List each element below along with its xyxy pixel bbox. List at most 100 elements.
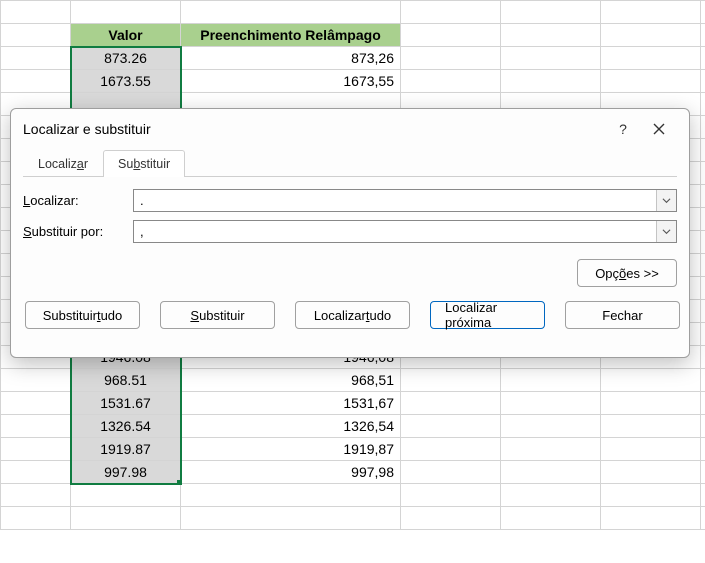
cell[interactable]: [601, 1, 701, 24]
valor-cell[interactable]: 873.26: [71, 47, 181, 70]
options-button[interactable]: Opções >>: [577, 259, 677, 287]
cell[interactable]: [401, 484, 501, 507]
preench-cell[interactable]: 1919,87: [181, 438, 401, 461]
cell[interactable]: [71, 484, 181, 507]
fill-handle[interactable]: [177, 480, 181, 484]
cell[interactable]: [181, 1, 401, 24]
cell[interactable]: [601, 438, 701, 461]
cell[interactable]: [701, 70, 705, 93]
valor-cell[interactable]: 968.51: [71, 369, 181, 392]
cell[interactable]: [701, 185, 705, 208]
replace-input[interactable]: [134, 221, 656, 242]
cell[interactable]: [501, 438, 601, 461]
cell[interactable]: [501, 1, 601, 24]
cell[interactable]: [701, 116, 705, 139]
cell[interactable]: [501, 47, 601, 70]
cell[interactable]: [501, 392, 601, 415]
cell[interactable]: [601, 47, 701, 70]
tab-substituir[interactable]: Substituir: [103, 150, 185, 177]
cell[interactable]: [701, 254, 705, 277]
cell[interactable]: [701, 300, 705, 323]
valor-cell[interactable]: 997.98: [71, 461, 181, 484]
cell[interactable]: [1, 415, 71, 438]
header-valor[interactable]: Valor: [71, 24, 181, 47]
cell[interactable]: [601, 392, 701, 415]
cell[interactable]: [701, 438, 705, 461]
cell[interactable]: [501, 415, 601, 438]
cell[interactable]: [601, 415, 701, 438]
cell[interactable]: [501, 461, 601, 484]
valor-cell[interactable]: 1326.54: [71, 415, 181, 438]
cell[interactable]: [601, 507, 701, 530]
cell[interactable]: [601, 70, 701, 93]
header-preenchimento[interactable]: Preenchimento Relâmpago: [181, 24, 401, 47]
preench-cell[interactable]: 873,26: [181, 47, 401, 70]
valor-cell[interactable]: 1919.87: [71, 438, 181, 461]
preench-cell[interactable]: 968,51: [181, 369, 401, 392]
cell[interactable]: [1, 507, 71, 530]
cell[interactable]: [401, 415, 501, 438]
find-all-button[interactable]: Localizar tudo: [295, 301, 410, 329]
cell[interactable]: [701, 139, 705, 162]
cell[interactable]: [401, 438, 501, 461]
cell[interactable]: [501, 484, 601, 507]
cell[interactable]: [1, 392, 71, 415]
cell[interactable]: [701, 24, 705, 47]
help-button[interactable]: ?: [605, 117, 641, 141]
cell[interactable]: [701, 369, 705, 392]
cell[interactable]: [401, 24, 501, 47]
preench-cell[interactable]: 1531,67: [181, 392, 401, 415]
cell[interactable]: [701, 415, 705, 438]
cell[interactable]: [601, 461, 701, 484]
cell[interactable]: [701, 346, 705, 369]
cell[interactable]: [701, 507, 705, 530]
cell[interactable]: [401, 392, 501, 415]
cell[interactable]: [501, 24, 601, 47]
dialog-close-button[interactable]: Fechar: [565, 301, 680, 329]
valor-cell[interactable]: 1531.67: [71, 392, 181, 415]
cell[interactable]: [181, 507, 401, 530]
cell[interactable]: [701, 231, 705, 254]
cell[interactable]: [401, 1, 501, 24]
cell[interactable]: [401, 47, 501, 70]
cell[interactable]: [401, 507, 501, 530]
cell[interactable]: [1, 438, 71, 461]
cell[interactable]: [401, 369, 501, 392]
cell[interactable]: [401, 70, 501, 93]
cell[interactable]: [401, 461, 501, 484]
cell[interactable]: [601, 369, 701, 392]
cell[interactable]: [701, 484, 705, 507]
cell[interactable]: [701, 1, 705, 24]
cell[interactable]: [1, 484, 71, 507]
cell[interactable]: [501, 507, 601, 530]
cell[interactable]: [701, 47, 705, 70]
cell[interactable]: [601, 484, 701, 507]
preench-cell[interactable]: 1673,55: [181, 70, 401, 93]
valor-cell[interactable]: 1673.55: [71, 70, 181, 93]
cell[interactable]: [181, 484, 401, 507]
tab-localizar[interactable]: Localizar: [23, 150, 103, 177]
cell[interactable]: [71, 507, 181, 530]
cell[interactable]: [501, 70, 601, 93]
preench-cell[interactable]: 1326,54: [181, 415, 401, 438]
cell[interactable]: [701, 93, 705, 116]
replace-all-button[interactable]: Substituir tudo: [25, 301, 140, 329]
cell[interactable]: [1, 70, 71, 93]
cell[interactable]: [1, 24, 71, 47]
cell[interactable]: [601, 24, 701, 47]
cell[interactable]: [701, 277, 705, 300]
find-dropdown-button[interactable]: [656, 190, 676, 211]
cell[interactable]: [71, 1, 181, 24]
cell[interactable]: [701, 392, 705, 415]
cell[interactable]: [1, 369, 71, 392]
find-next-button[interactable]: Localizar próxima: [430, 301, 545, 329]
replace-dropdown-button[interactable]: [656, 221, 676, 242]
cell[interactable]: [701, 323, 705, 346]
cell[interactable]: [701, 162, 705, 185]
find-input[interactable]: [134, 190, 656, 211]
preench-cell[interactable]: 997,98: [181, 461, 401, 484]
cell[interactable]: [1, 1, 71, 24]
close-button[interactable]: [641, 117, 677, 141]
replace-button[interactable]: Substituir: [160, 301, 275, 329]
cell[interactable]: [501, 369, 601, 392]
